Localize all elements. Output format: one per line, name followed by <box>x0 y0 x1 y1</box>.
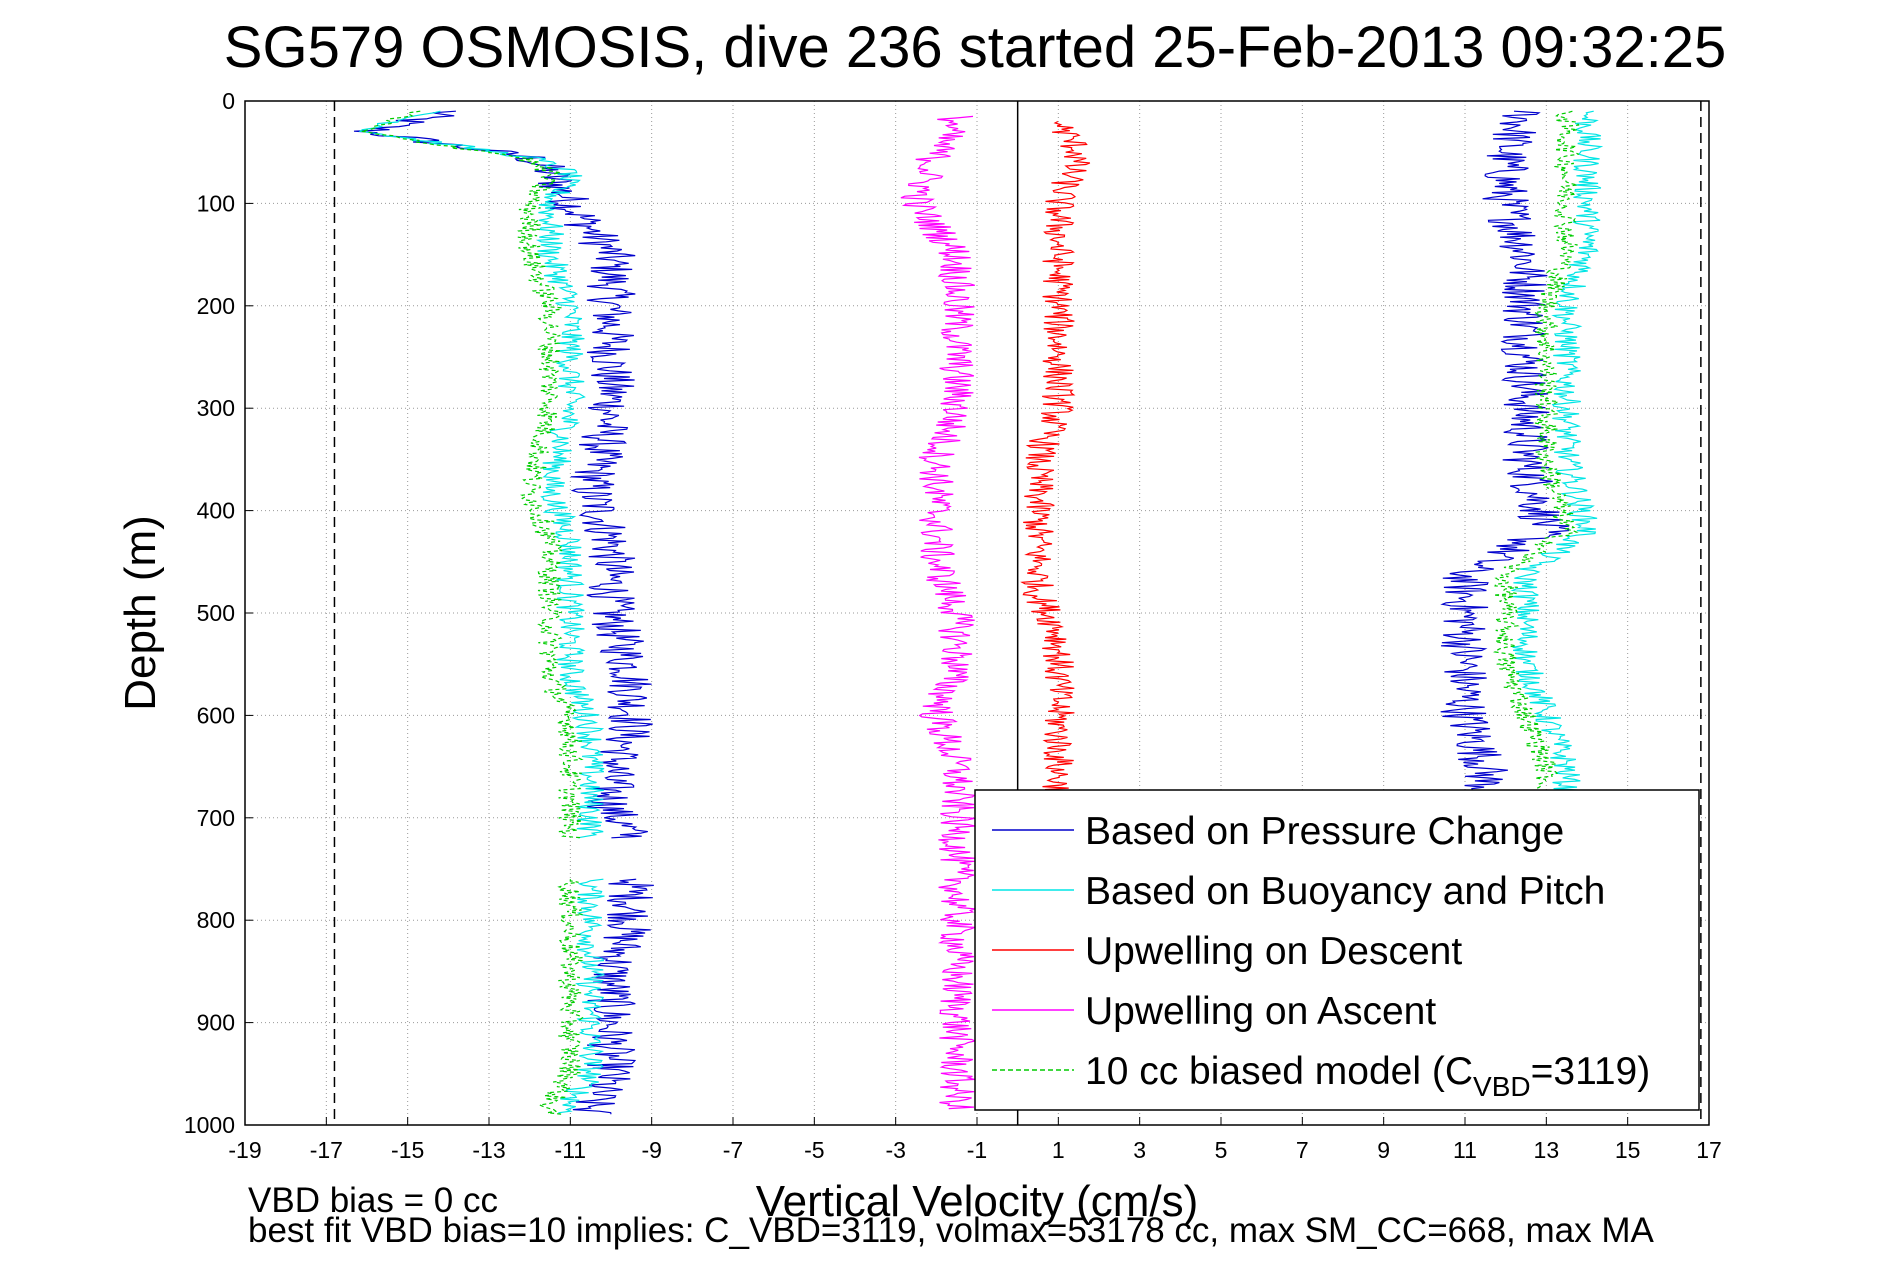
x-tick-label: 11 <box>1453 1137 1477 1163</box>
y-axis-label: Depth (m) <box>116 515 165 711</box>
y-tick-label: 100 <box>197 190 235 216</box>
series-line <box>1020 120 1091 798</box>
x-tick-label: 9 <box>1377 1137 1390 1163</box>
y-tick-label: 600 <box>197 702 235 728</box>
series-line <box>558 878 605 1115</box>
legend-label-text: Based on Pressure Change <box>1085 810 1564 853</box>
x-axis-ticks: -19 -17 -15 -13 -11 -9 -7 -5 -3 -1 1 3 5 7 9 11 13 15 17 <box>228 1117 1722 1163</box>
x-tick-label: -13 <box>472 1137 505 1163</box>
x-tick-label: -11 <box>555 1137 587 1163</box>
x-tick-label: -15 <box>391 1137 424 1163</box>
x-tick-label: 5 <box>1215 1137 1228 1163</box>
legend-label-text: Upwelling on Descent <box>1085 930 1462 973</box>
legend-label: Upwelling on Ascent <box>1085 990 1436 1033</box>
x-tick-label: -5 <box>804 1137 824 1163</box>
x-tick-label: -9 <box>641 1137 661 1163</box>
legend-label: Based on Pressure Change <box>1085 810 1564 853</box>
series-4 <box>900 115 977 1110</box>
x-tick-label: 13 <box>1534 1137 1560 1163</box>
x-tick-label: -19 <box>228 1137 261 1163</box>
series-line <box>572 878 654 1115</box>
legend-label: 10 cc biased model (CVBD=3119) <box>1085 1050 1650 1102</box>
legend-label-text: Based on Buoyancy and Pitch <box>1085 870 1605 913</box>
x-tick-label: -1 <box>967 1137 987 1163</box>
x-tick-label: 3 <box>1133 1137 1146 1163</box>
series-line <box>537 879 584 1115</box>
y-tick-label: 0 <box>222 88 235 114</box>
x-tick-label: 1 <box>1052 1137 1065 1163</box>
series-line <box>358 110 605 839</box>
y-tick-label: 200 <box>197 293 235 319</box>
x-axis-label: Vertical Velocity (cm/s) <box>756 1177 1199 1226</box>
series-3 <box>1020 120 1091 798</box>
y-tick-label: 300 <box>197 395 235 421</box>
series-line <box>353 110 653 839</box>
y-tick-label: 700 <box>197 805 235 831</box>
chart-title: SG579 OSMOSIS, dive 236 started 25-Feb-2… <box>224 15 1726 80</box>
y-tick-label: 800 <box>197 907 235 933</box>
x-tick-label: 15 <box>1615 1137 1641 1163</box>
legend-label-subscript: VBD <box>1473 1071 1531 1102</box>
series-line <box>900 115 977 1110</box>
legend-label: Upwelling on Descent <box>1085 930 1462 973</box>
y-tick-label: 400 <box>197 498 235 524</box>
y-axis-ticks: 0 100 200 300 400 500 600 700 800 900 1000 <box>184 88 253 1138</box>
x-tick-label: 17 <box>1696 1137 1722 1163</box>
y-tick-label: 900 <box>197 1010 235 1036</box>
legend-label-text: 10 cc biased model (C <box>1085 1050 1473 1093</box>
legend-box <box>974 789 1700 1111</box>
legend-label: Based on Buoyancy and Pitch <box>1085 870 1605 913</box>
legend-label-tail: =3119) <box>1531 1050 1651 1093</box>
vbd-bias-note: VBD bias = 0 cc <box>248 1181 498 1220</box>
y-tick-label: 1000 <box>184 1112 235 1138</box>
x-tick-label: -17 <box>310 1137 343 1163</box>
x-tick-label: 7 <box>1296 1137 1309 1163</box>
y-tick-label: 500 <box>197 600 235 626</box>
legend: Based on Pressure Change Based on Buoyanc… <box>974 789 1700 1111</box>
x-tick-label: -7 <box>723 1137 743 1163</box>
best-fit-note: best fit VBD bias=10 implies: C_VBD=3119… <box>248 1211 1654 1250</box>
series-line <box>361 110 584 839</box>
legend-label-text: Upwelling on Ascent <box>1085 990 1436 1033</box>
x-tick-label: -3 <box>885 1137 905 1163</box>
